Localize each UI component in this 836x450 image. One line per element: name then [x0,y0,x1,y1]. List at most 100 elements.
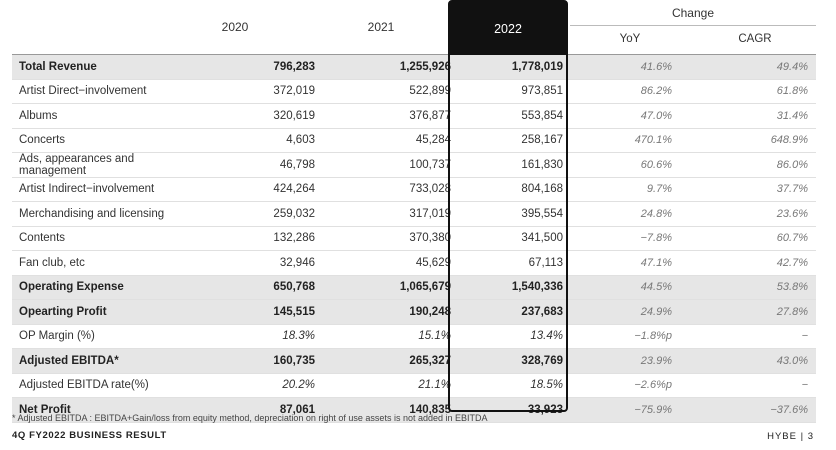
year-2022-header: 2022 [450,2,566,55]
value-2020: 424,264 [273,183,315,196]
value-yoy: −1.8%p [634,330,672,343]
value-2022: 1,778,019 [511,60,563,73]
value-2021: 376,877 [409,109,451,122]
value-cagr: − [801,330,808,343]
value-cagr: 53.8% [776,281,808,294]
report-title: 4Q FY2022 BUSINESS RESULT [12,430,167,441]
table-row: Merchandising and licensing 259,032 317,… [12,202,816,227]
value-2022: 328,769 [521,354,563,367]
value-2021: 190,248 [409,305,451,318]
table-row: Artist Direct−involvement 372,019 522,89… [12,80,816,104]
value-yoy: 86.2% [640,85,672,98]
table-header: 2020 2021 Change YoY CAGR [0,0,836,55]
row-label: Adjusted EBITDA rate(%) [19,379,149,392]
year-2020-header: 2020 [221,20,249,34]
value-cagr: 43.0% [776,354,808,367]
row-label: Fan club, etc [19,256,85,269]
table-row: Albums 320,619 376,877 553,854 47.0% 31.… [12,104,816,129]
table-row: Adjusted EBITDA* 160,735 265,327 328,769… [12,349,816,374]
value-2021: 733,028 [409,183,451,196]
value-2021: 265,327 [409,354,451,367]
row-label: Ads, appearances and management [19,152,135,177]
table-row: Total Revenue 796,283 1,255,926 1,778,01… [12,55,816,80]
value-cagr: 42.7% [776,256,808,269]
value-2022: 258,167 [521,134,563,147]
value-yoy: 24.9% [640,305,672,318]
page-number: HYBE | 3 [767,431,814,442]
value-2020: 796,283 [273,60,315,73]
value-2021: 15.1% [418,330,451,343]
value-yoy: 23.9% [640,354,672,367]
value-2021: 45,284 [415,134,451,147]
financial-table: Total Revenue 796,283 1,255,926 1,778,01… [12,55,816,423]
value-yoy: −2.6%p [634,379,672,392]
value-yoy: 9.7% [646,183,672,196]
value-yoy: 60.6% [640,158,672,171]
row-label: Net Profit [19,403,71,416]
row-label: Contents [19,232,66,245]
value-cagr: 37.7% [776,183,808,196]
row-label: Operating Expense [19,281,124,294]
value-2020: 46,798 [279,158,315,171]
value-2020: 18.3% [282,330,315,343]
value-cagr: 23.6% [776,207,808,220]
value-2020: 4,603 [286,134,315,147]
value-cagr: 49.4% [776,60,808,73]
value-2020: 145,515 [273,305,315,318]
change-divider [570,25,816,26]
row-label: Concerts [19,134,66,147]
row-label: Adjusted EBITDA* [19,354,119,367]
table-row: OP Margin (%) 18.3% 15.1% 13.4% −1.8%p − [12,325,816,349]
value-2021: 100,737 [409,158,451,171]
value-yoy: 47.1% [640,256,672,269]
table-row: Net Profit 87,061 140,835 33,923 −75.9% … [12,398,816,423]
yoy-header: YoY [619,33,641,45]
value-2020: 132,286 [273,232,315,245]
row-label: Albums [19,109,58,122]
value-2021: 21.1% [418,379,451,392]
value-2022: 18.5% [530,379,563,392]
value-2022: 395,554 [521,207,563,220]
table-row: Fan club, etc 32,946 45,629 67,113 47.1%… [12,251,816,276]
value-2022: 973,851 [521,85,563,98]
change-header: Change [671,6,715,20]
value-2022: 1,540,336 [511,281,563,294]
highlight-2022-column: 2022 [448,0,568,412]
value-2021: 370,380 [409,232,451,245]
value-2020: 87,061 [279,403,315,416]
row-label: Opearting Profit [19,305,107,318]
value-yoy: −75.9% [634,403,672,416]
value-2020: 32,946 [279,256,315,269]
value-2020: 160,735 [273,354,315,367]
value-2021: 1,255,926 [399,60,451,73]
cagr-header: CAGR [738,33,772,45]
value-yoy: 470.1% [634,134,672,147]
value-2022: 67,113 [528,256,563,269]
value-yoy: 41.6% [640,60,672,73]
value-2021: 140,835 [409,403,451,416]
value-cagr: 648.9% [770,134,808,147]
row-label: Artist Indirect−involvement [19,183,155,196]
value-yoy: −7.8% [640,232,673,245]
row-label: Total Revenue [19,60,97,73]
value-2020: 259,032 [273,207,315,220]
value-2021: 317,019 [409,207,451,220]
value-cagr: −37.6% [770,403,808,416]
value-2020: 20.2% [282,379,315,392]
footnote: * Adjusted EBITDA : EBITDA+Gain/loss fro… [12,413,488,423]
value-yoy: 24.8% [640,207,672,220]
value-2022: 804,168 [521,183,563,196]
value-cagr: 27.8% [776,305,808,318]
value-2021: 45,629 [415,256,451,269]
table-row: Contents 132,286 370,380 341,500 −7.8% 6… [12,227,816,251]
value-2022: 161,830 [521,158,563,171]
value-2022: 33,923 [527,403,563,416]
year-2021-header: 2021 [367,20,395,34]
value-cagr: 60.7% [776,232,808,245]
value-2021: 1,065,679 [399,281,451,294]
value-2020: 372,019 [273,85,315,98]
row-label: Merchandising and licensing [19,207,165,220]
value-cagr: 61.8% [776,85,808,98]
table-row: Concerts 4,603 45,284 258,167 470.1% 648… [12,129,816,153]
table-row: Adjusted EBITDA rate(%) 20.2% 21.1% 18.5… [12,374,816,398]
